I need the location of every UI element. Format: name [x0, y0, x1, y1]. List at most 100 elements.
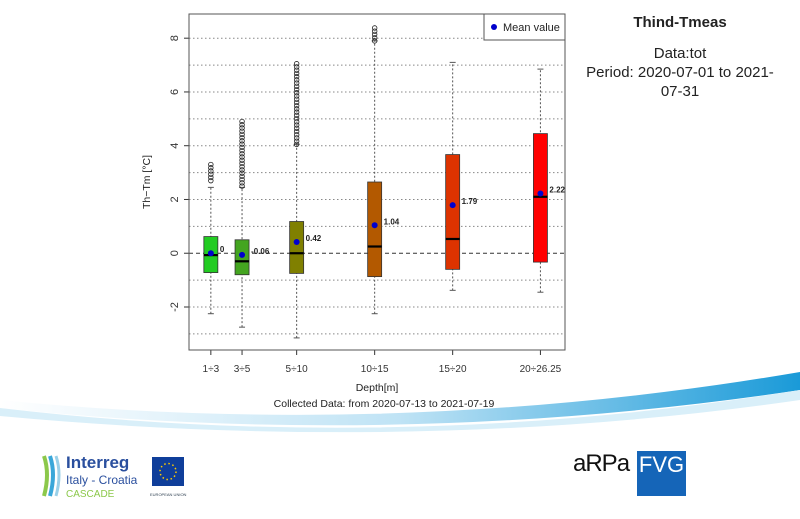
- arpa-text: aRPa: [573, 450, 630, 477]
- outlier: [371, 34, 378, 41]
- outlier: [293, 122, 300, 128]
- outlier: [371, 31, 378, 38]
- mean-point: [293, 238, 300, 245]
- outlier: [239, 125, 245, 131]
- outlier: [293, 96, 300, 102]
- interreg-logo: Interreg Italy - Croatia CASCADE EUROPEA…: [40, 454, 186, 503]
- outlier: [293, 106, 300, 112]
- outlier: [239, 183, 245, 189]
- data-line: Data:tot: [653, 45, 707, 62]
- y-tick-label: -2: [169, 302, 181, 312]
- outlier: [208, 177, 214, 184]
- outlier: [293, 141, 300, 148]
- legend: [483, 13, 566, 41]
- y-tick-label: 6: [169, 89, 181, 95]
- fvg-text: FVG: [637, 451, 686, 496]
- outlier: [239, 134, 245, 141]
- x-tick-label: 1÷3: [203, 364, 220, 375]
- outlier: [371, 28, 378, 34]
- outlier: [293, 80, 300, 86]
- outlier: [239, 151, 245, 157]
- outlier: [293, 102, 300, 109]
- y-tick-label: 2: [169, 196, 181, 202]
- x-tick-label: 15÷20: [439, 364, 467, 375]
- x-tick-label: 10÷15: [361, 364, 389, 375]
- mean-label: 0.42: [306, 234, 322, 243]
- legend-label: Mean value: [503, 22, 560, 34]
- outlier: [208, 171, 214, 177]
- outlier: [239, 160, 245, 167]
- outlier: [239, 138, 245, 144]
- project-text: CASCADE: [66, 489, 115, 500]
- outlier: [371, 25, 378, 31]
- outlier: [293, 138, 300, 144]
- outlier: [293, 112, 300, 119]
- box-10÷15: [367, 181, 383, 278]
- outlier: [239, 144, 245, 151]
- outlier: [293, 77, 300, 83]
- outlier: [239, 131, 245, 138]
- outlier: [293, 109, 300, 115]
- outlier: [239, 157, 245, 163]
- outlier: [239, 180, 245, 186]
- outlier: [293, 64, 300, 70]
- box-15÷20: [445, 154, 461, 270]
- boxplot-chart: -2 0 2 4 6 8 0 1÷3 -0.06 3÷5 0.42 5÷10 1.04 10÷15 1.79…: [141, 13, 566, 410]
- outlier: [239, 141, 245, 147]
- outlier: [208, 174, 214, 181]
- outlier: [239, 163, 245, 170]
- mean-label: 1.04: [384, 217, 400, 226]
- y-axis-label: Th−Tm [°C]: [141, 155, 153, 209]
- mean-point: [537, 190, 544, 197]
- mean-point: [371, 222, 378, 229]
- outlier: [293, 67, 300, 73]
- outlier: [239, 122, 245, 128]
- y-tick-label: 4: [169, 143, 181, 149]
- interreg-text: Interreg: [66, 453, 130, 472]
- outlier: [239, 167, 245, 173]
- mean-label: 1.79: [462, 197, 478, 206]
- outlier: [239, 173, 245, 180]
- mean-label: 0: [220, 245, 225, 254]
- box-5÷10: [289, 221, 305, 274]
- mean-point: [449, 202, 456, 209]
- outlier: [293, 61, 300, 67]
- outlier: [239, 170, 245, 176]
- outlier: [293, 131, 300, 138]
- outlier: [293, 115, 300, 122]
- outlier: [293, 93, 300, 99]
- eu-flag-icon: [152, 457, 184, 486]
- outlier: [293, 99, 300, 106]
- decorative-wave: [0, 372, 800, 433]
- outlier: [293, 70, 300, 77]
- chart-title: Thind-Tmeas: [633, 14, 727, 31]
- outlier: [239, 176, 245, 183]
- outlier: [208, 165, 214, 171]
- x-tick-label: 5÷10: [286, 364, 309, 375]
- program-text: Italy - Croatia: [66, 473, 138, 487]
- outlier: [208, 168, 214, 174]
- outlier: [293, 125, 300, 131]
- outlier: [239, 118, 245, 125]
- outlier: [293, 90, 300, 96]
- outlier: [239, 154, 245, 160]
- outlier: [371, 38, 378, 44]
- x-tick-label: 3÷5: [234, 364, 251, 375]
- period-line: Period: 2020-07-01 to 2021-07-31: [586, 64, 774, 100]
- waves-icon: [42, 455, 61, 497]
- y-tick-label: 0: [169, 250, 181, 256]
- outlier: [293, 128, 300, 135]
- outlier: [293, 119, 300, 125]
- outlier: [293, 135, 300, 141]
- mean-point: [207, 250, 214, 257]
- plot-frame: [188, 13, 566, 351]
- chart-subtitle: Collected Data: from 2020-07-13 to 2021-…: [274, 398, 495, 410]
- mean-point: [239, 251, 246, 258]
- outlier: [293, 73, 300, 80]
- outlier: [239, 128, 245, 134]
- x-axis-label: Depth[m]: [356, 382, 399, 394]
- outlier: [239, 147, 245, 154]
- chart-info: Data:tot Period: 2020-07-01 to 2021-07-3…: [580, 44, 780, 101]
- outlier: [208, 161, 214, 168]
- outlier: [293, 83, 300, 90]
